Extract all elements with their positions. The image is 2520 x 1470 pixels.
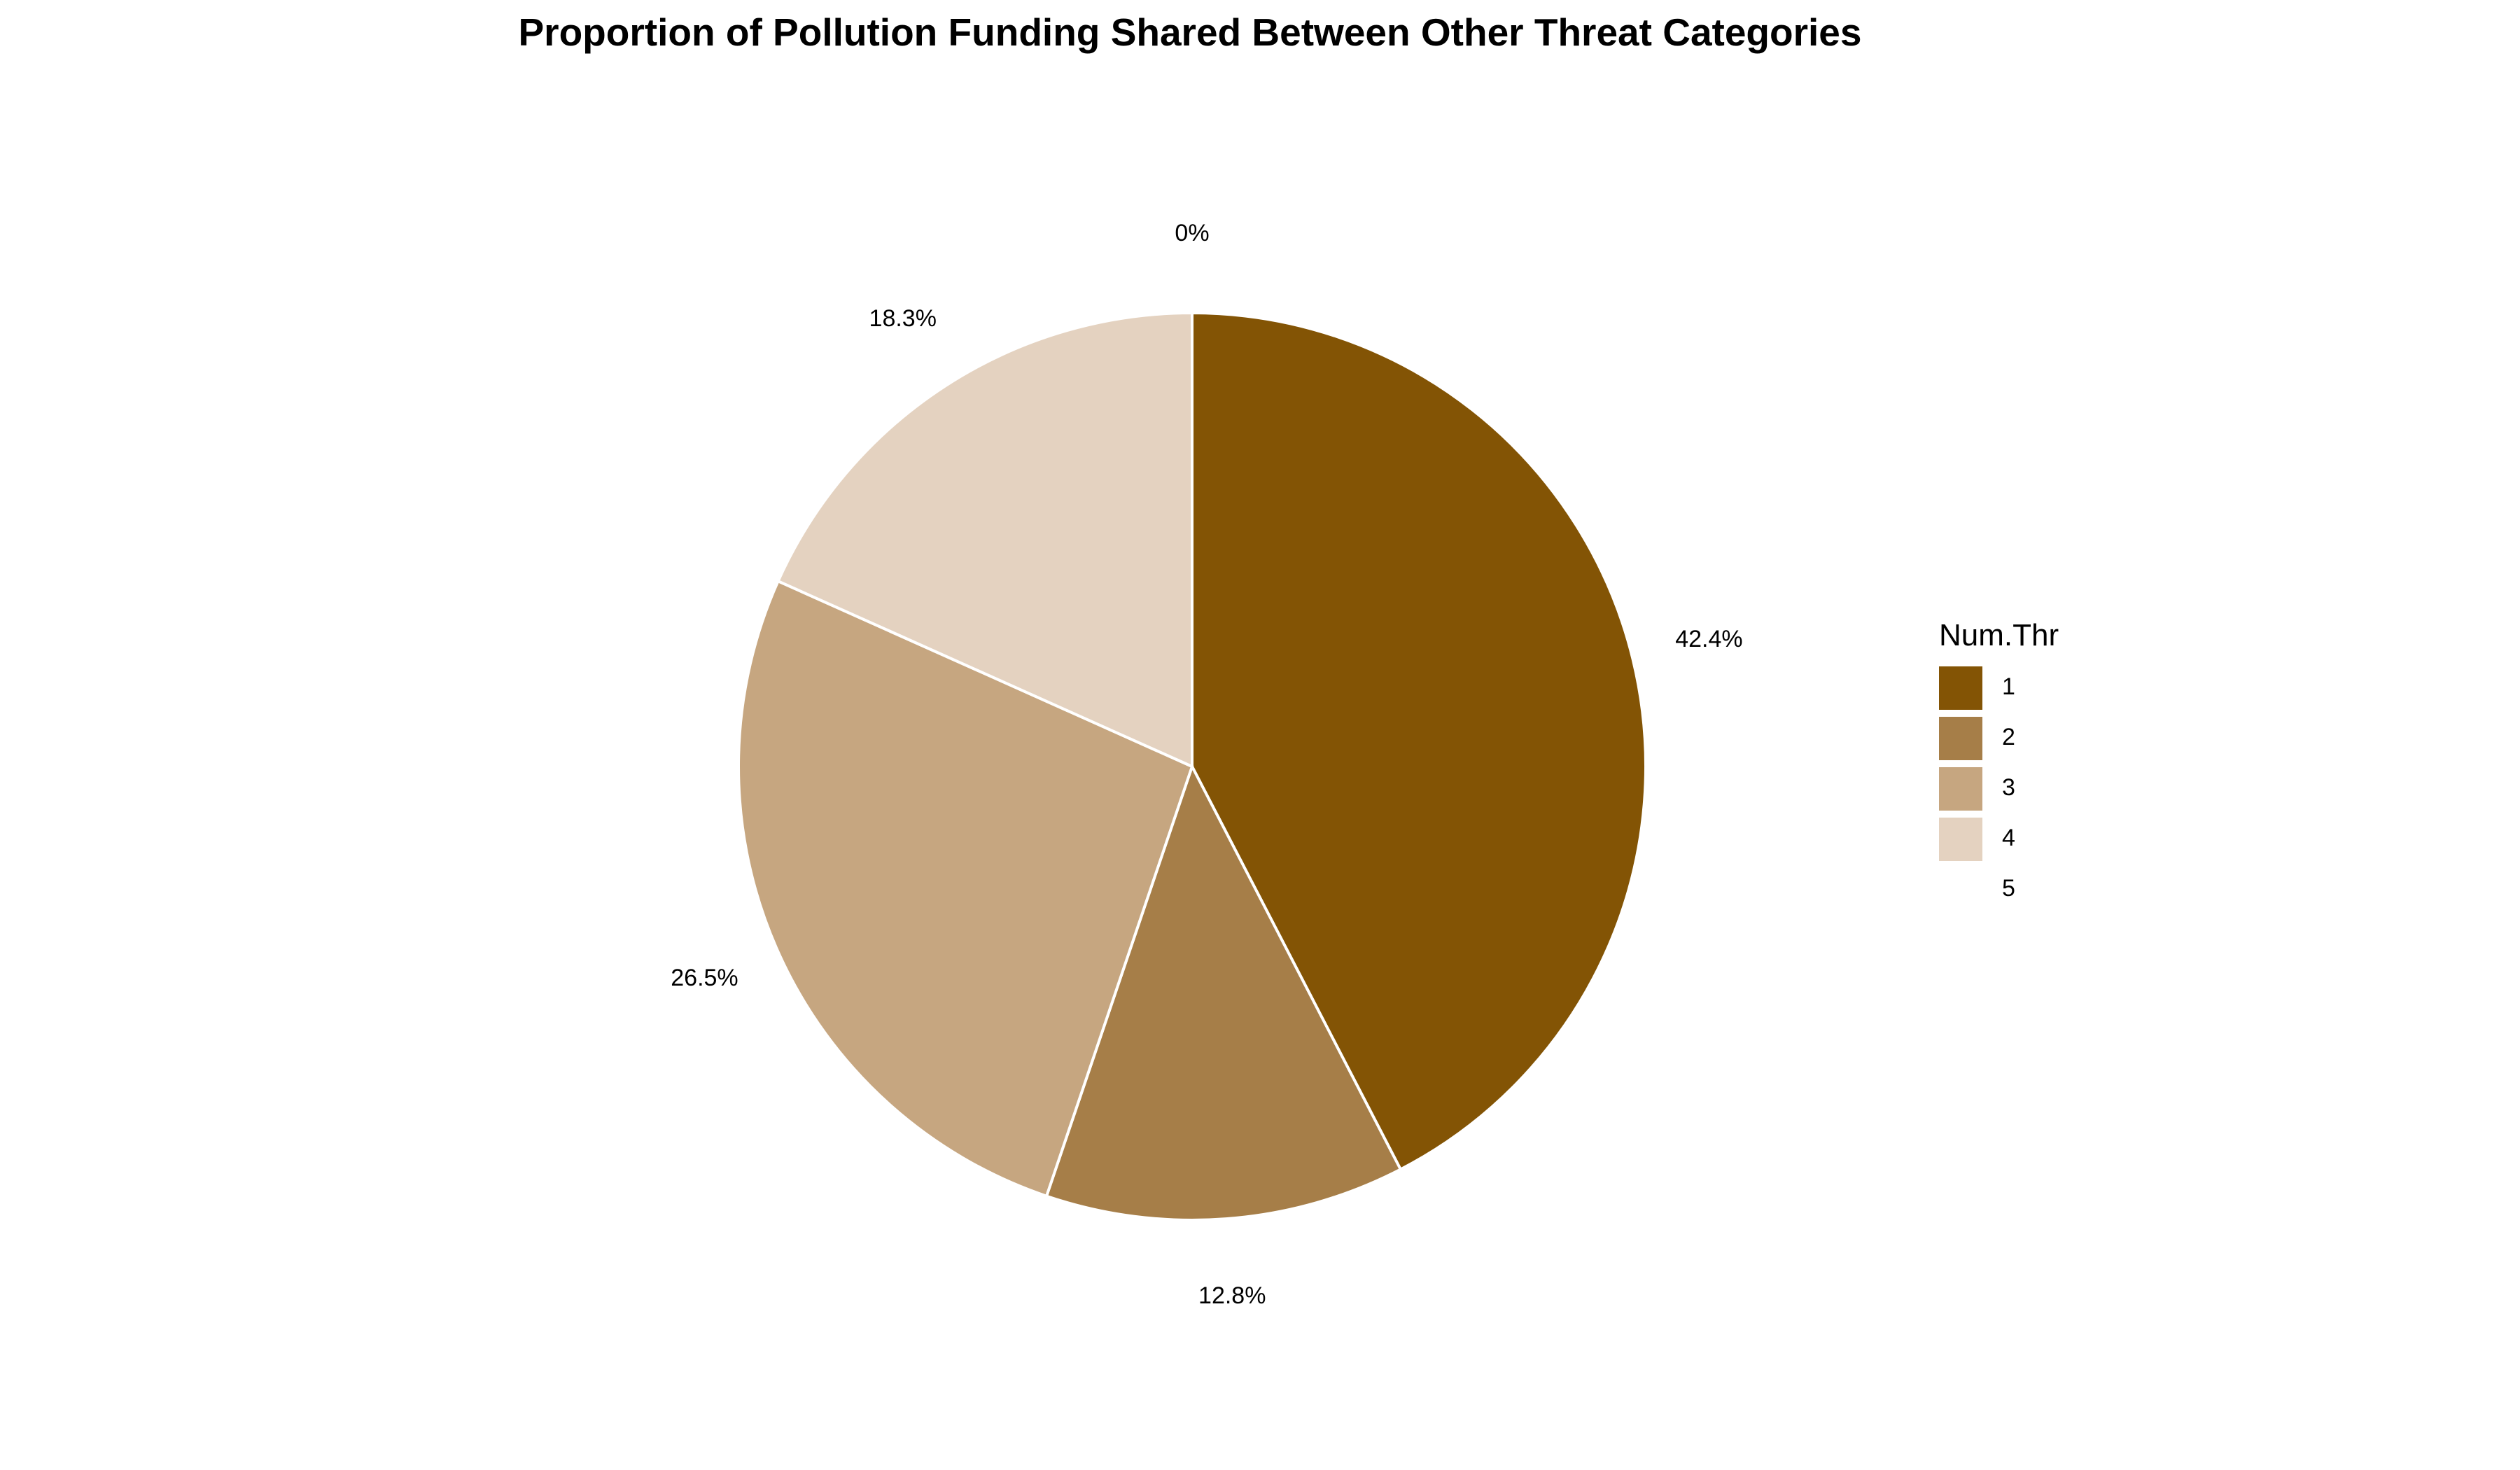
slice-label-2: 12.8% — [1198, 1282, 1266, 1309]
legend-items: 1 2 3 4 5 — [1939, 666, 2015, 911]
legend-label-5: 5 — [2002, 875, 2015, 902]
legend-key-2 — [1939, 717, 1982, 760]
pie-slice-2 — [1044, 762, 1403, 1222]
pie-slices — [737, 311, 1647, 1222]
pie-slice-4 — [776, 311, 1194, 769]
slice-label-4: 18.3% — [869, 305, 937, 332]
legend-label-3: 3 — [2002, 774, 2015, 801]
pie-slice-3 — [737, 579, 1194, 1198]
legend-label-4: 4 — [2002, 825, 2015, 851]
legend: Num.Thr 1 2 3 4 5 — [1939, 618, 2059, 911]
legend-key-3 — [1939, 767, 1982, 811]
pie-labels: 42.4% 12.8% 26.5% 18.3% 0% — [671, 220, 1742, 1309]
slice-label-3: 26.5% — [671, 965, 738, 991]
legend-key-4 — [1939, 818, 1982, 861]
legend-key-5 — [1939, 868, 1982, 911]
legend-label-1: 1 — [2002, 673, 2015, 700]
chart-title: Proportion of Pollution Funding Shared B… — [519, 10, 1862, 54]
legend-label-2: 2 — [2002, 724, 2015, 750]
legend-key-1 — [1939, 666, 1982, 710]
slice-label-5: 0% — [1175, 220, 1209, 246]
pie-slice-1 — [1191, 311, 1647, 1172]
legend-title: Num.Thr — [1939, 618, 2059, 652]
slice-label-1: 42.4% — [1675, 626, 1742, 652]
